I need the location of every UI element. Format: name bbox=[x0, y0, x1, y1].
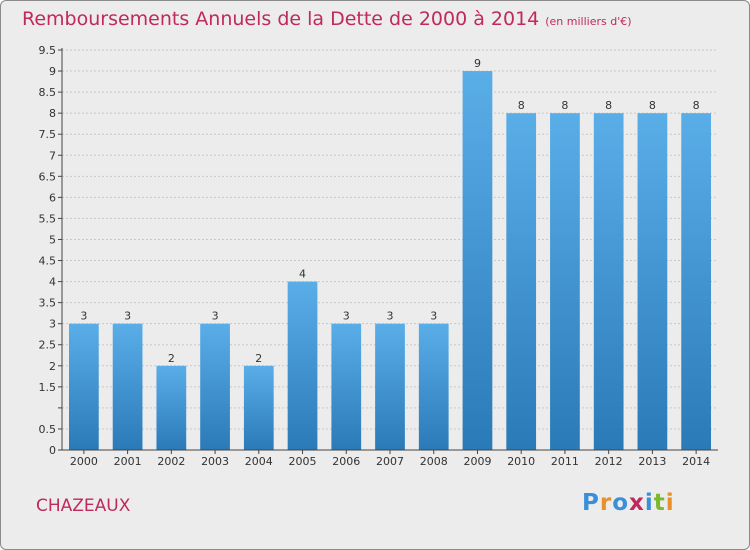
proxiti-logo: Proxiti bbox=[582, 490, 675, 516]
y-tick-label: 0 bbox=[49, 444, 56, 457]
logo-letter: x bbox=[629, 490, 645, 516]
logo-letter: r bbox=[599, 490, 613, 516]
y-tick-label: 6 bbox=[49, 191, 56, 204]
y-tick-label: 7.5 bbox=[39, 128, 57, 141]
data-label: 3 bbox=[343, 310, 350, 323]
data-label: 2 bbox=[168, 352, 175, 365]
data-label: 2 bbox=[255, 352, 262, 365]
y-tick-label: 3 bbox=[49, 318, 56, 331]
commune-name: CHAZEAUX bbox=[36, 496, 131, 516]
logo-letter: P bbox=[582, 490, 600, 516]
data-label: 8 bbox=[561, 99, 568, 112]
logo-letter: t bbox=[653, 490, 666, 516]
x-tick-label: 2008 bbox=[420, 455, 448, 468]
data-label: 8 bbox=[605, 99, 612, 112]
x-tick-label: 2004 bbox=[245, 455, 273, 468]
y-tick-label: 2 bbox=[49, 360, 56, 373]
x-tick-label: 2011 bbox=[551, 455, 579, 468]
data-label: 9 bbox=[474, 57, 481, 70]
bars bbox=[68, 71, 712, 450]
y-tick-label: 9.5 bbox=[39, 44, 57, 57]
bar bbox=[593, 113, 624, 450]
x-tick-label: 2003 bbox=[201, 455, 229, 468]
y-tick-label: 6.5 bbox=[39, 170, 57, 183]
logo-letter: i bbox=[665, 490, 675, 516]
bar bbox=[68, 323, 99, 450]
y-tick-label: 5.5 bbox=[39, 212, 57, 225]
data-label: 3 bbox=[430, 310, 437, 323]
bar bbox=[418, 323, 449, 450]
y-tick-label: 2.5 bbox=[39, 339, 57, 352]
data-label: 4 bbox=[299, 268, 306, 281]
y-tick-label: 9 bbox=[49, 65, 56, 78]
x-tick-label: 2010 bbox=[507, 455, 535, 468]
bar bbox=[200, 323, 230, 450]
x-tick-label: 2012 bbox=[595, 455, 623, 468]
title-unit: (en milliers d'€) bbox=[545, 15, 632, 28]
chart-title: Remboursements Annuels de la Dette de 20… bbox=[22, 8, 632, 30]
labels: 0 0.5 1.5 2 2.5 3 3.5 4 4.5 5 5.5 6 6.5 7 7.5 8 8.5 9 9.5 3… bbox=[39, 44, 711, 468]
data-label: 3 bbox=[80, 310, 87, 323]
bar bbox=[156, 365, 187, 450]
y-tick-label: 0.5 bbox=[39, 423, 57, 436]
x-tick-label: 2009 bbox=[463, 455, 491, 468]
logo-letter: i bbox=[644, 490, 654, 516]
logo-letter: o bbox=[612, 490, 630, 516]
y-tick-label: 8.5 bbox=[39, 86, 57, 99]
y-tick-label: 8 bbox=[49, 107, 56, 120]
bar bbox=[287, 281, 318, 450]
x-tick-label: 2002 bbox=[157, 455, 185, 468]
axes bbox=[58, 48, 718, 454]
y-tick-label: 5 bbox=[49, 233, 56, 246]
y-tick-label: 4.5 bbox=[39, 255, 57, 268]
data-label: 8 bbox=[518, 99, 525, 112]
bar bbox=[331, 323, 362, 450]
bar bbox=[243, 365, 274, 450]
data-label: 8 bbox=[649, 99, 656, 112]
x-tick-label: 2007 bbox=[376, 455, 404, 468]
bar bbox=[681, 113, 712, 450]
bar bbox=[112, 323, 143, 450]
x-tick-label: 2000 bbox=[70, 455, 98, 468]
bar bbox=[462, 71, 493, 450]
x-tick-label: 2014 bbox=[682, 455, 710, 468]
x-tick-label: 2001 bbox=[114, 455, 142, 468]
data-label: 3 bbox=[124, 310, 131, 323]
x-tick-label: 2006 bbox=[332, 455, 360, 468]
y-tick-label: 7 bbox=[49, 149, 56, 162]
bar bbox=[637, 113, 668, 450]
data-label: 8 bbox=[693, 99, 700, 112]
bar bbox=[550, 113, 580, 450]
bar bbox=[375, 323, 405, 450]
y-tick-label: 3.5 bbox=[39, 297, 57, 310]
y-tick-label: 4 bbox=[49, 276, 56, 289]
data-label: 3 bbox=[212, 310, 219, 323]
data-label: 3 bbox=[387, 310, 394, 323]
x-tick-label: 2005 bbox=[289, 455, 317, 468]
bar bbox=[506, 113, 537, 450]
x-tick-label: 2013 bbox=[638, 455, 666, 468]
title-text: Remboursements Annuels de la Dette de 20… bbox=[22, 8, 540, 30]
y-tick-label: 1.5 bbox=[39, 381, 57, 394]
